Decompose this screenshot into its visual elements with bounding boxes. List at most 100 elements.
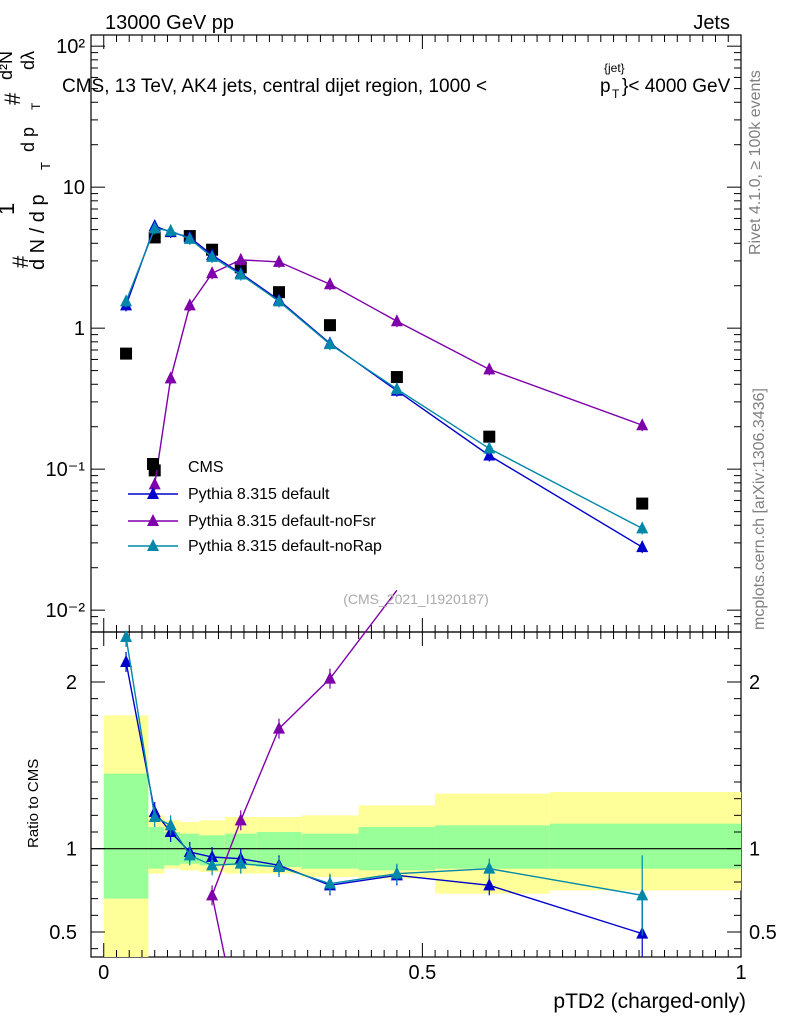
x-tick-label: 0 — [98, 962, 109, 984]
ratio-band-inner — [549, 823, 741, 869]
data-point-noRap — [148, 221, 161, 234]
ylabel-t1: T — [38, 162, 53, 170]
ratio-point-noRap — [636, 888, 649, 901]
ratio-point-noRap — [120, 630, 133, 642]
ylabel-t2: T — [29, 102, 43, 110]
ylabel-hash1: # — [8, 255, 33, 268]
ratio-point-noRap — [183, 848, 196, 861]
ratio-y-tick-label-right: 0.5 — [749, 922, 777, 944]
legend-label-cms: CMS — [188, 459, 224, 476]
legend-marker-default — [147, 487, 159, 499]
ratio-band-inner — [435, 825, 550, 869]
legend-label-nofsr: Pythia 8.315 default-noFsr — [188, 513, 376, 530]
ratio-point-noRap — [206, 858, 219, 871]
ratio-point-default — [483, 878, 496, 891]
series-line-noRap — [125, 227, 643, 530]
ratio-band-inner — [301, 833, 359, 869]
ratio-band-inner — [148, 827, 165, 869]
legend-marker-norap — [147, 539, 159, 551]
ylabel-d2n: d²N — [0, 51, 16, 80]
data-point-default — [636, 540, 649, 553]
header-left: 13000 GeV pp — [105, 12, 234, 34]
legend-marker-cms — [147, 458, 159, 470]
ratio-y-tick-label-right: 2 — [749, 672, 760, 694]
data-point-noFsr — [272, 254, 285, 267]
main-y-tick-label: 10⁻² — [46, 600, 86, 622]
data-point-noFsr — [206, 266, 219, 279]
rivet-label: Rivet 4.1.0, ≥ 100k events — [747, 70, 764, 255]
ratio-point-noFsr — [206, 888, 219, 901]
ylabel-hash2: # — [0, 92, 25, 105]
data-point-noRap — [234, 267, 247, 280]
data-point-noFsr — [164, 371, 177, 384]
plot-title: CMS, 13 TeV, AK4 jets, central dijet reg… — [62, 61, 731, 101]
title-main: CMS, 13 TeV, AK4 jets, central dijet reg… — [62, 76, 487, 97]
ratio-point-noRap — [483, 861, 496, 874]
ratio-y-tick-label-right: 1 — [749, 839, 760, 861]
x-tick-label: 0.5 — [408, 962, 436, 984]
main-panel: 10⁻² 10⁻¹ 1 10 10² — [46, 35, 742, 633]
ratio-point-noRap — [234, 856, 247, 869]
cms-data-point — [483, 430, 496, 443]
ratio-point-noRap — [148, 810, 161, 822]
ratio-y-tick-label: 1 — [66, 839, 77, 861]
ratio-point-noFsr — [234, 813, 247, 826]
data-point-noFsr — [323, 277, 336, 290]
main-y-tick-label: 10² — [56, 36, 85, 58]
ratio-point-default — [120, 655, 133, 667]
ylabel-dlambda: dλ — [18, 51, 38, 70]
x-axis-label: pTD2 (charged-only) — [553, 990, 746, 1013]
data-point-noRap — [206, 249, 219, 262]
ratio-y-tick-label: 2 — [66, 672, 77, 694]
data-point-noRap — [183, 231, 196, 244]
data-point-noFsr — [390, 314, 403, 327]
ratio-y-tick-label: 0.5 — [49, 922, 77, 944]
title-tail: }< 4000 GeV — [622, 76, 731, 97]
data-point-noFsr — [483, 362, 496, 375]
ratio-point-noRap — [272, 860, 285, 872]
ratio-point-noFsr — [272, 721, 285, 734]
legend-label-default: Pythia 8.315 default — [188, 486, 330, 503]
main-y-label: # 1 d N / d p T # d²N d p T dλ — [0, 51, 53, 270]
data-point-noRap — [483, 441, 496, 454]
ratio-point-noFsr — [323, 671, 336, 684]
legend: CMS Pythia 8.315 default Pythia 8.315 de… — [128, 458, 382, 555]
ratio-y-label: Ratio to CMS — [25, 759, 42, 848]
cms-data-point — [272, 286, 285, 299]
ylabel-one: 1 — [0, 203, 19, 215]
cms-data-point — [120, 347, 133, 360]
ratio-line-noFsr — [211, 589, 398, 958]
ratio-band-inner — [103, 773, 149, 899]
data-point-noFsr — [148, 477, 161, 490]
ratio-point-noRap — [390, 866, 403, 879]
ylabel-dpt: d p — [18, 127, 38, 152]
data-point-noRap — [272, 294, 285, 307]
cms-data-point — [323, 319, 336, 332]
header-right: Jets — [693, 12, 730, 34]
analysis-watermark: (CMS_2021_I1920187) — [343, 591, 489, 607]
legend-marker-nofsr — [147, 514, 159, 526]
title-p: p — [600, 76, 611, 97]
data-point-noRap — [390, 382, 403, 395]
data-point-noRap — [323, 337, 336, 350]
main-y-tick-label: 10⁻¹ — [46, 459, 86, 481]
main-y-tick-label: 10 — [63, 177, 85, 199]
data-point-noFsr — [183, 298, 196, 311]
ratio-panel: 0 0.5 10.5 0.51 12 2 — [49, 589, 777, 984]
data-point-noFsr — [234, 252, 247, 265]
data-point-noRap — [164, 223, 177, 236]
ratio-point-noRap — [323, 876, 336, 889]
title-t: T — [612, 87, 620, 101]
cms-data-point — [390, 371, 403, 384]
ratio-point-noRap — [164, 818, 177, 831]
data-point-noRap — [120, 294, 133, 307]
cms-data-point — [636, 497, 649, 510]
data-point-noRap — [636, 521, 649, 534]
main-y-tick-label: 1 — [74, 318, 85, 340]
legend-label-norap: Pythia 8.315 default-noRap — [188, 538, 382, 555]
title-jet: {jet} — [604, 61, 625, 75]
ylabel-dn-dpt: d N / d p — [27, 194, 49, 270]
series-line-noFsr — [154, 259, 643, 485]
x-tick-label: 1 — [735, 962, 746, 984]
